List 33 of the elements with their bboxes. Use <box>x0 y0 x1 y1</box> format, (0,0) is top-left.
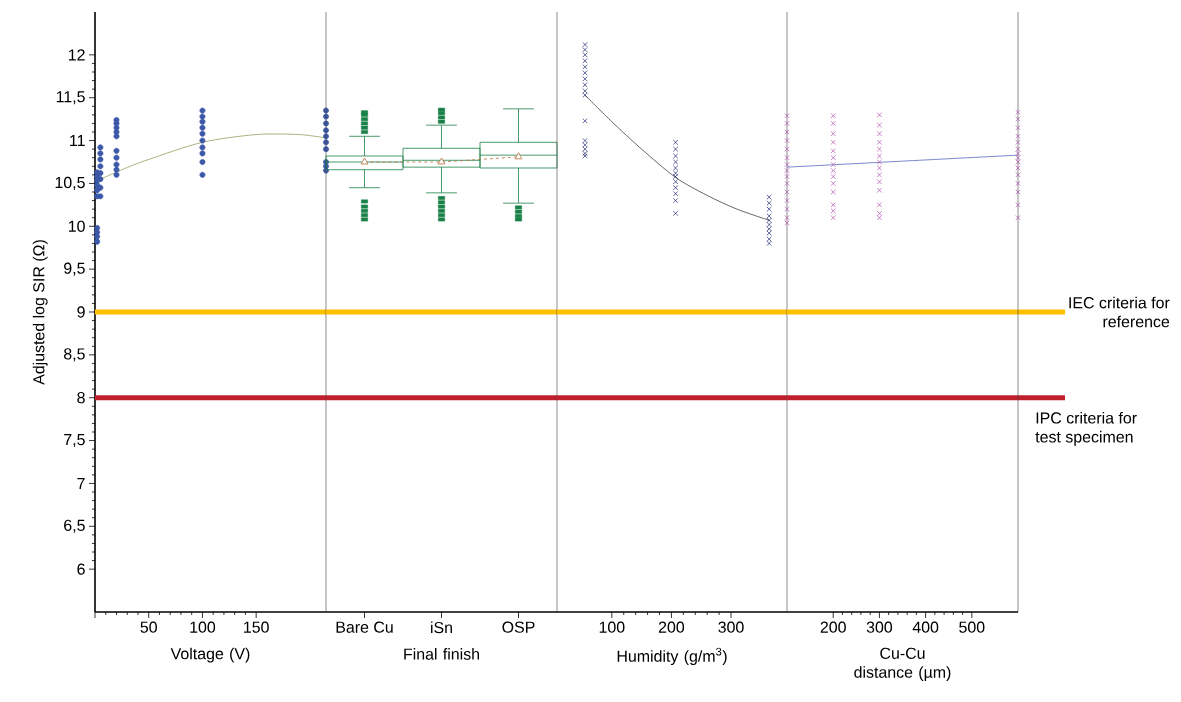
y-tick-label: 8,5 <box>64 348 85 362</box>
y-tick-label: 10 <box>68 220 85 232</box>
x-tick-label: 100 <box>599 621 625 633</box>
x-axis-title: Humidity (g/m$^{3}$) <box>617 647 727 665</box>
y-tick-label: 11 <box>70 135 85 147</box>
x-axis-title: Cu-Cu distance (µm) <box>854 647 951 682</box>
y-tick-label: 6,5 <box>64 519 85 533</box>
y-tick-label: 7 <box>77 477 85 489</box>
y-tick-label: 10,5 <box>55 176 85 190</box>
y-tick-label: 6 <box>77 563 85 575</box>
ref-line-label: IEC criteria for reference <box>1069 296 1170 328</box>
y-tick-label: 7,5 <box>64 434 85 448</box>
x-tick-label: 150 <box>244 621 269 633</box>
x-tick-label: 200 <box>820 621 846 633</box>
y-tick-label: 8 <box>77 392 85 404</box>
x-tick-label: 200 <box>658 621 685 633</box>
x-axis-title: Voltage (V) <box>170 647 250 663</box>
y-axis-title: Adjusted log SIR (Ω) <box>32 240 48 385</box>
x-tick-label: 300 <box>866 621 893 633</box>
x-tick-label: OSP <box>502 621 535 633</box>
y-tick-label: 11,5 <box>56 91 85 105</box>
y-tick-label: 12 <box>68 49 85 61</box>
x-tick-label: 100 <box>190 621 216 633</box>
x-tick-label: Bare Cu <box>336 621 393 633</box>
x-axis-title: Final finish <box>404 648 479 660</box>
x-tick-label: 50 <box>140 621 157 633</box>
x-tick-label: 400 <box>912 621 939 633</box>
y-tick-label: 9 <box>77 306 85 318</box>
x-tick-label: 300 <box>718 621 744 633</box>
x-tick-label: 500 <box>959 621 985 633</box>
x-tick-label: iSn <box>431 621 452 634</box>
y-tick-label: 9,5 <box>64 262 85 276</box>
ref-line-label: IPC criteria for test specimen <box>1035 411 1137 446</box>
